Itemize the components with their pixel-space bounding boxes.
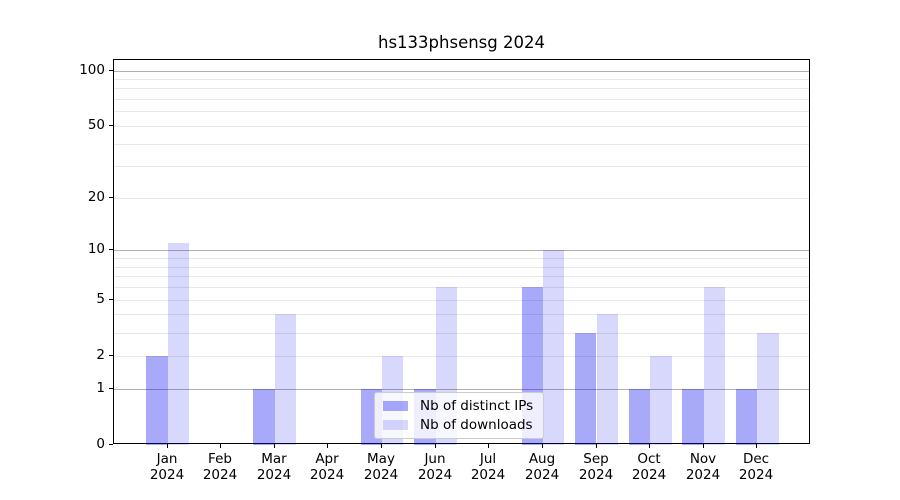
x-tick-mark-feb (220, 444, 221, 448)
gridline-minor-20 (114, 198, 809, 199)
legend-swatch-downloads-icon (383, 420, 408, 430)
gridline-minor-3 (114, 333, 809, 334)
y-tick-label-5: 5 (96, 291, 105, 307)
bar-downloads-dec (757, 332, 779, 445)
y-tick-label-1: 1 (96, 380, 105, 396)
x-tick-label-jul: Jul 2024 (470, 451, 506, 483)
x-tick-label-mar: Mar 2024 (256, 451, 292, 483)
bar-downloads-sep (596, 314, 618, 445)
x-tick-label-aug: Aug 2024 (524, 451, 560, 483)
gridline-minor-7 (114, 276, 809, 277)
legend-label-downloads: Nb of downloads (420, 417, 533, 433)
bar-distinct-ips-jan (146, 355, 168, 445)
y-tick-label-0: 0 (96, 436, 105, 452)
gridline-major-100 (114, 71, 809, 72)
y-tick-mark-0 (109, 444, 113, 445)
x-tick-mark-oct (649, 444, 650, 448)
x-tick-label-jan: Jan 2024 (149, 451, 185, 483)
x-tick-label-jun: Jun 2024 (417, 451, 453, 483)
bar-downloads-oct (650, 355, 672, 445)
y-tick-label-10: 10 (87, 241, 105, 257)
gridline-minor-4 (114, 314, 809, 315)
x-tick-label-apr: Apr 2024 (309, 451, 345, 483)
gridline-minor-9 (114, 258, 809, 259)
y-tick-mark-2 (109, 355, 113, 356)
gridline-minor-30 (114, 166, 809, 167)
bar-downloads-nov (703, 287, 726, 445)
legend-label-distinct-ips: Nb of distinct IPs (420, 398, 534, 414)
gridline-minor-2 (114, 356, 809, 357)
bar-distinct-ips-oct (628, 388, 651, 445)
legend-item-downloads: Nb of downloads (383, 417, 533, 433)
bar-downloads-aug (542, 250, 565, 445)
bar-distinct-ips-mar (253, 388, 275, 445)
y-tick-label-2: 2 (96, 347, 105, 363)
x-tick-label-feb: Feb 2024 (202, 451, 238, 483)
x-tick-label-may: May 2024 (363, 451, 399, 483)
y-tick-label-20: 20 (87, 189, 105, 205)
bar-distinct-ips-dec (735, 388, 758, 445)
gridline-minor-70 (114, 99, 809, 100)
x-tick-mark-mar (274, 444, 275, 448)
gridline-major-10 (114, 250, 809, 251)
gridline-minor-5 (114, 300, 809, 301)
y-tick-label-100: 100 (79, 62, 105, 78)
x-tick-mark-sep (596, 444, 597, 448)
bar-downloads-jan (167, 243, 189, 445)
x-tick-mark-jul (488, 444, 489, 448)
y-tick-mark-100 (109, 70, 113, 71)
x-tick-label-sep: Sep 2024 (578, 451, 614, 483)
y-tick-mark-10 (109, 249, 113, 250)
legend-item-distinct-ips: Nb of distinct IPs (383, 398, 533, 414)
x-tick-mark-may (381, 444, 382, 448)
x-tick-mark-jun (435, 444, 436, 448)
gridline-minor-60 (114, 111, 809, 112)
legend-swatch-distinct-ips-icon (383, 401, 408, 411)
bar-distinct-ips-nov (682, 388, 704, 445)
legend: Nb of distinct IPs Nb of downloads (374, 392, 545, 439)
y-tick-mark-5 (109, 299, 113, 300)
gridline-minor-8 (114, 267, 809, 268)
x-tick-mark-apr (327, 444, 328, 448)
gridline-major-1 (114, 389, 809, 390)
y-tick-mark-50 (109, 125, 113, 126)
y-tick-label-50: 50 (87, 117, 105, 133)
x-tick-mark-dec (756, 444, 757, 448)
x-tick-mark-jan (167, 444, 168, 448)
x-tick-label-oct: Oct 2024 (631, 451, 667, 483)
x-tick-label-dec: Dec 2024 (738, 451, 774, 483)
plot-area (113, 59, 810, 445)
y-tick-mark-20 (109, 197, 113, 198)
chart-title: hs133phsensg 2024 (378, 33, 545, 52)
gridline-minor-90 (114, 79, 809, 80)
x-tick-mark-nov (703, 444, 704, 448)
gridline-minor-6 (114, 287, 809, 288)
gridline-minor-50 (114, 126, 809, 127)
x-tick-label-nov: Nov 2024 (685, 451, 721, 483)
bar-downloads-mar (274, 314, 297, 445)
gridline-minor-40 (114, 144, 809, 145)
bar-distinct-ips-sep (575, 332, 597, 445)
x-tick-mark-aug (542, 444, 543, 448)
gridline-minor-80 (114, 88, 809, 89)
y-tick-mark-1 (109, 388, 113, 389)
